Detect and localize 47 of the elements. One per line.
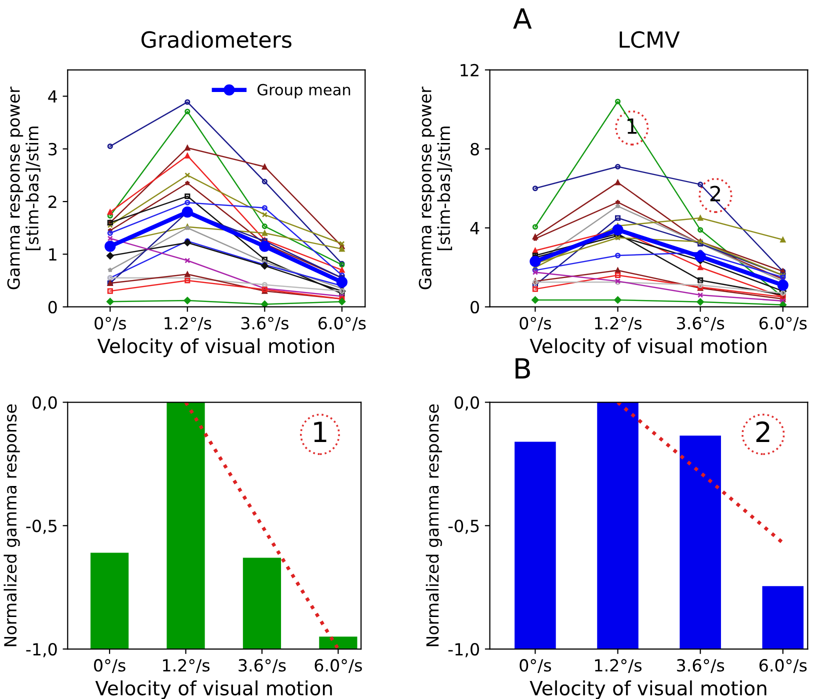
y-axis-title: Normalized gamma response — [426, 404, 442, 646]
y-tick-label: -0,5 — [26, 520, 56, 534]
x-tick-label: 1.2°/s — [164, 316, 212, 331]
y-axis-title: Gamma response power [stim-bas]/stim — [418, 86, 452, 290]
chart-title: Gradiometers — [141, 30, 292, 48]
x-tick-label: 0°/s — [520, 659, 552, 673]
y-axis-title: Normalized gamma response — [4, 404, 20, 646]
x-tick-label: 3.6°/s — [677, 316, 724, 331]
annotation: 2 — [710, 186, 720, 202]
x-tick-label: 3.6°/s — [238, 659, 286, 673]
annotation: 2 — [756, 421, 770, 442]
x-tick-label: 3.6°/s — [241, 316, 288, 331]
x-tick-label: 6.0°/s — [314, 659, 362, 673]
y-tick-label: 1 — [49, 248, 56, 261]
y-tick-label: -1,0 — [26, 642, 57, 658]
text: A — [513, 8, 532, 29]
x-tick-label: 1.2°/s — [595, 659, 642, 673]
y-tick-label: 0 — [48, 300, 57, 314]
y-tick-label: 8 — [470, 142, 479, 156]
y-tick-label: 0 — [470, 300, 479, 314]
x-axis-title: Velocity of visual motion — [95, 680, 332, 699]
x-tick-label: 6.0°/s — [759, 659, 807, 673]
y-tick-label: 4 — [470, 222, 480, 234]
y-tick-label: 0,0 — [32, 396, 57, 411]
x-axis-title: Velocity of visual motion — [530, 680, 766, 699]
y-tick-label: 3 — [48, 142, 57, 156]
chart-title: LCMV — [620, 31, 680, 48]
x-tick-label: 1.2°/s — [163, 659, 210, 673]
x-axis-title: Velocity of visual motion — [97, 338, 334, 358]
x-tick-label: 6.0°/s — [318, 316, 366, 331]
x-tick-label: 1.2°/s — [595, 316, 642, 331]
x-axis-title: Velocity of visual motion — [530, 338, 766, 358]
y-tick-label: 0,0 — [454, 396, 479, 411]
text: B — [516, 358, 530, 378]
x-tick-label: 6.0°/s — [759, 316, 807, 331]
y-tick-label: 2 — [48, 196, 56, 208]
legend-label: Group mean — [258, 84, 350, 98]
y-tick-label: -1,0 — [448, 642, 479, 658]
x-tick-label: 3.6°/s — [677, 659, 724, 673]
annotation: 1 — [314, 422, 326, 442]
x-tick-label: 0°/s — [94, 316, 126, 331]
x-tick-label: 0°/s — [94, 659, 126, 673]
y-axis-title: Gamma response power [stim-bas]/stim — [7, 86, 40, 290]
y-tick-label: -0,5 — [448, 520, 479, 534]
y-tick-label: 4 — [48, 90, 57, 103]
y-tick-label: 12 — [460, 64, 478, 76]
x-tick-label: 0°/s — [520, 316, 552, 331]
